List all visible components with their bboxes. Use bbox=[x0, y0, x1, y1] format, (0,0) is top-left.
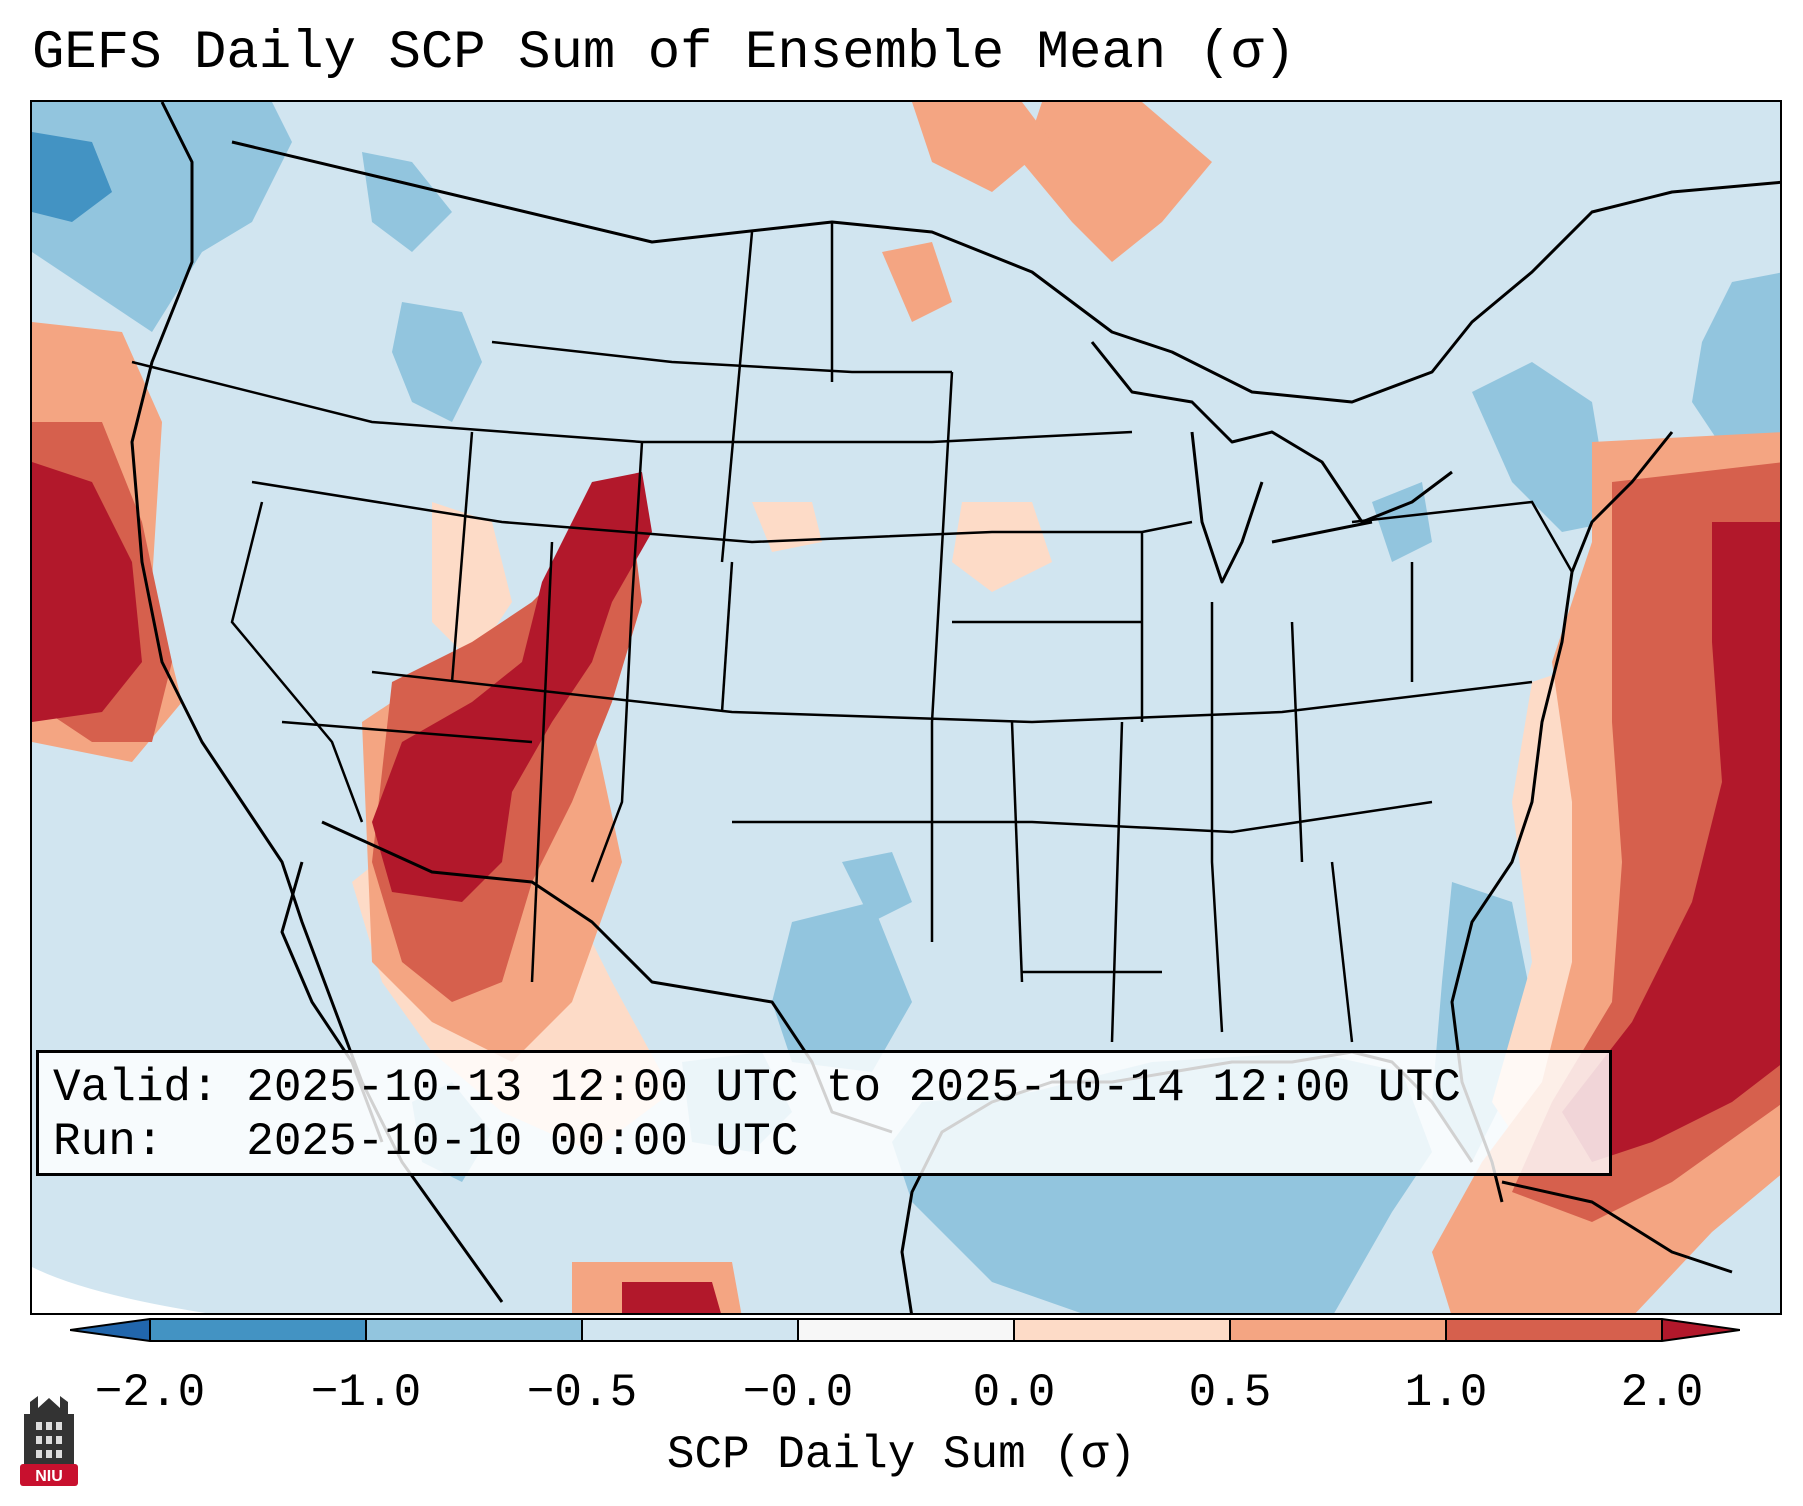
page-title: GEFS Daily SCP Sum of Ensemble Mean (σ) bbox=[32, 23, 1296, 84]
colorbar-tick-label: −1.0 bbox=[310, 1367, 422, 1419]
canada-border bbox=[231, 140, 1780, 404]
colorbar-tick-label: 0.5 bbox=[1188, 1367, 1272, 1419]
colorbar-tick-label: 0.0 bbox=[972, 1367, 1056, 1419]
colorbar-label: SCP Daily Sum (σ) bbox=[666, 1429, 1137, 1481]
colorbar-bin-4 bbox=[798, 1319, 1014, 1341]
run-time-line: Run: 2025-10-10 00:00 UTC bbox=[53, 1116, 799, 1168]
colorbar-tick-label: −0.0 bbox=[742, 1367, 854, 1419]
logo-text: NIU bbox=[35, 1468, 63, 1485]
colorbar-bin-2 bbox=[366, 1319, 582, 1341]
colorbar-tick-label: 2.0 bbox=[1620, 1367, 1704, 1419]
colorbar-tick-marks bbox=[149, 1319, 1663, 1341]
colorbar-extend-high bbox=[1662, 1319, 1740, 1341]
niu-logo: NIU bbox=[20, 1396, 78, 1486]
colorbar-bin-1 bbox=[150, 1319, 366, 1341]
valid-run-info-box: Valid: 2025-10-13 12:00 UTC to 2025-10-1… bbox=[36, 1050, 1612, 1176]
great-lakes bbox=[1090, 341, 1453, 584]
cuba bbox=[1501, 1180, 1733, 1274]
colorbar bbox=[70, 1318, 1740, 1342]
state-lines bbox=[131, 222, 1574, 1043]
valid-time-line: Valid: 2025-10-13 12:00 UTC to 2025-10-1… bbox=[53, 1062, 1461, 1114]
colorbar-bin-7 bbox=[1446, 1319, 1662, 1341]
projection-edge bbox=[32, 1267, 206, 1313]
colorbar-extend-low bbox=[70, 1319, 150, 1341]
colorbar-bin-3 bbox=[582, 1319, 798, 1341]
strong-negative-regions bbox=[32, 132, 112, 222]
colorbar-tick-label: −0.5 bbox=[526, 1367, 638, 1419]
colorbar-bin-6 bbox=[1230, 1319, 1446, 1341]
colorbar-tick-label: 1.0 bbox=[1404, 1367, 1488, 1419]
colorbar-tick-label: −2.0 bbox=[94, 1367, 206, 1419]
colorbar-bin-5 bbox=[1014, 1319, 1230, 1341]
